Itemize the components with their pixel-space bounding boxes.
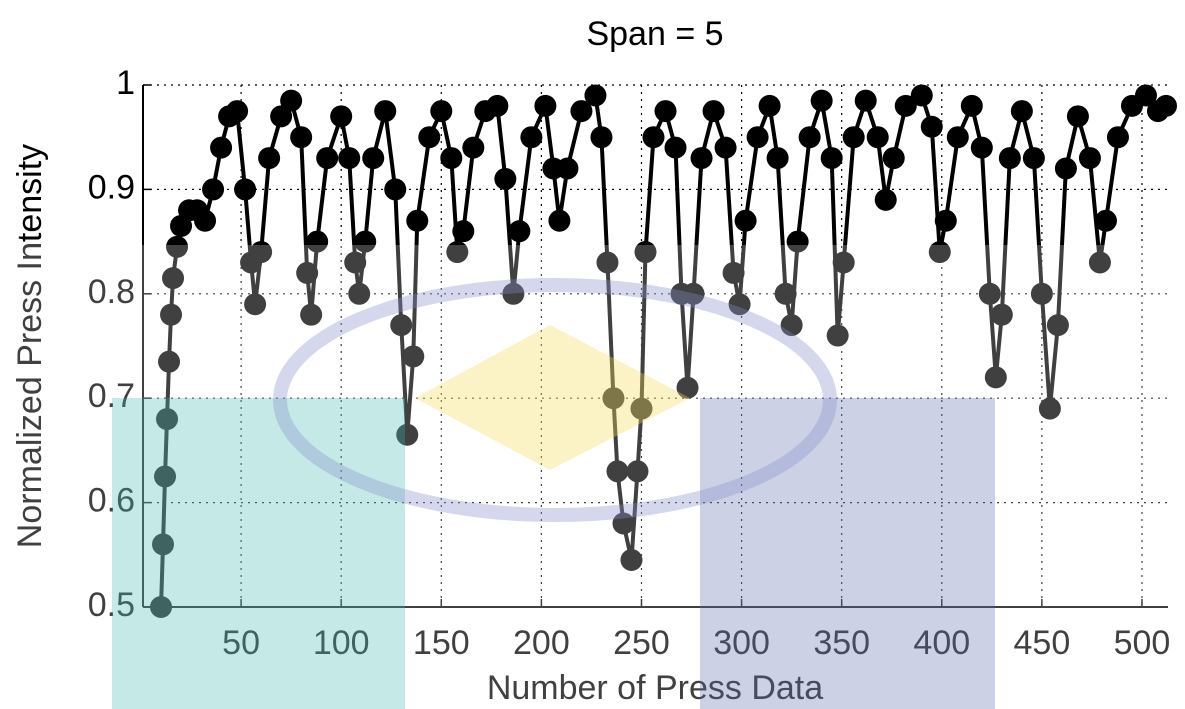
data-point: [703, 100, 725, 122]
data-point: [999, 147, 1021, 169]
data-point: [226, 100, 248, 122]
data-point: [234, 178, 256, 200]
data-point: [811, 90, 833, 112]
chart: Span = 5 Number of Press Data Normalized…: [0, 0, 1185, 709]
data-point: [855, 90, 877, 112]
data-point: [747, 126, 769, 148]
data-point: [494, 168, 516, 190]
data-point: [384, 178, 406, 200]
data-point: [1023, 147, 1045, 169]
data-point: [330, 105, 352, 127]
data-point: [935, 210, 957, 232]
data-point: [799, 126, 821, 148]
data-point: [883, 147, 905, 169]
data-point: [202, 178, 224, 200]
data-point: [440, 147, 462, 169]
data-point: [452, 220, 474, 242]
data-point: [655, 100, 677, 122]
data-point: [338, 147, 360, 169]
data-point: [971, 137, 993, 159]
data-point: [548, 210, 570, 232]
data-point: [362, 147, 384, 169]
data-point: [759, 95, 781, 117]
data-point: [584, 84, 606, 106]
data-point: [665, 137, 687, 159]
data-point: [418, 126, 440, 148]
data-point: [821, 147, 843, 169]
data-point: [1095, 210, 1117, 232]
watermark-block: [112, 398, 405, 709]
data-point: [534, 95, 556, 117]
data-point: [210, 137, 232, 159]
data-point: [867, 126, 889, 148]
data-point: [486, 95, 508, 117]
data-point: [316, 147, 338, 169]
data-point: [1155, 95, 1177, 117]
data-point: [921, 116, 943, 138]
data-point: [290, 126, 312, 148]
data-point: [843, 126, 865, 148]
data-point: [430, 100, 452, 122]
y-tick-label: 1: [116, 64, 135, 102]
data-point: [194, 210, 216, 232]
watermark-block: [700, 398, 995, 709]
y-tick-label: 0.9: [88, 168, 135, 206]
data-point: [911, 84, 933, 106]
data-point: [1011, 100, 1033, 122]
data-point: [280, 90, 302, 112]
chart-title: Span = 5: [586, 15, 723, 53]
data-point: [258, 147, 280, 169]
data-point: [1067, 105, 1089, 127]
data-point: [961, 95, 983, 117]
data-point: [767, 147, 789, 169]
data-point: [642, 126, 664, 148]
data-point: [520, 126, 542, 148]
data-point: [406, 210, 428, 232]
data-point: [1079, 147, 1101, 169]
data-point: [508, 220, 530, 242]
data-point: [374, 100, 396, 122]
data-point: [1055, 158, 1077, 180]
data-point: [715, 137, 737, 159]
data-point: [556, 158, 578, 180]
data-point: [947, 126, 969, 148]
data-point: [691, 147, 713, 169]
watermark: [0, 245, 1185, 709]
data-point: [1107, 126, 1129, 148]
data-point: [590, 126, 612, 148]
data-point: [875, 189, 897, 211]
data-point: [735, 210, 757, 232]
data-point: [462, 137, 484, 159]
